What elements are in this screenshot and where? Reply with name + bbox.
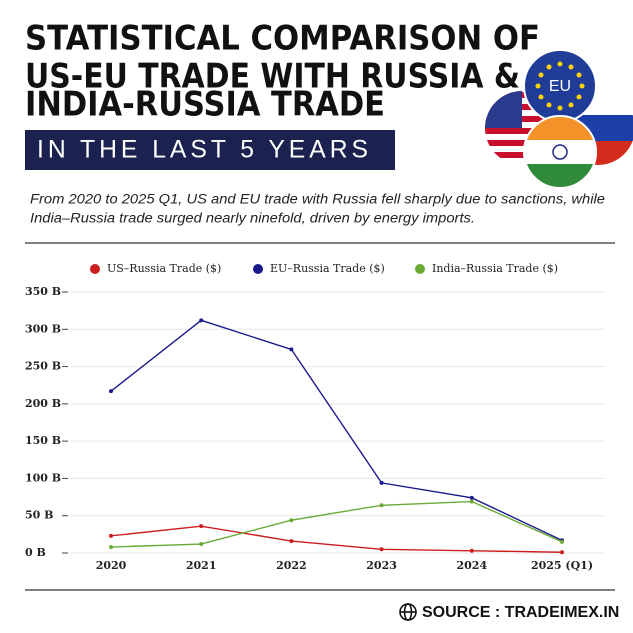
data-point (199, 524, 204, 529)
data-point (379, 480, 384, 485)
y-tick-label: 50 B (25, 509, 53, 522)
data-point (560, 550, 564, 555)
subtitle-box (25, 130, 395, 170)
globe-icon (399, 603, 417, 621)
source: SOURCE : TRADEIMEX.IN (422, 604, 619, 621)
data-line (110, 319, 563, 541)
eu-label: EU (549, 78, 571, 95)
y-tick-label: 300 B (25, 322, 61, 335)
description: India–Russia trade surged nearly ninefol… (30, 211, 475, 226)
legend-label: US–Russia Trade ($) (107, 262, 221, 275)
data-point (560, 539, 564, 544)
data-point (109, 545, 113, 550)
data-point (469, 495, 474, 500)
data-point (379, 503, 384, 508)
legend-marker (415, 264, 425, 274)
legend-marker (253, 264, 263, 274)
data-line (110, 525, 563, 553)
y-tick-label: 200 B (25, 397, 61, 410)
data-point (469, 548, 474, 553)
x-tick-label: 2021 (186, 559, 217, 572)
x-tick-label: 2025 (Q1) (531, 559, 593, 572)
y-tick-label: 0 B (25, 546, 46, 559)
data-point (289, 539, 294, 544)
x-tick-label: 2022 (276, 559, 307, 572)
x-tick-label: 2023 (366, 559, 397, 572)
title-line: STATISTICAL COMPARISON OF (25, 19, 540, 59)
data-point (289, 347, 294, 352)
legend-marker (90, 264, 100, 274)
data-point (379, 547, 384, 552)
legend-label: EU–Russia Trade ($) (270, 262, 385, 275)
data-line (110, 500, 563, 548)
description: From 2020 to 2025 Q1, US and EU trade wi… (30, 192, 605, 207)
data-point (469, 499, 474, 504)
y-tick-label: 250 B (25, 360, 61, 373)
plot: 0 B 50 B 100 B 150 B 200 B 250 B 300 B 350 B 202… (25, 262, 605, 572)
x-tick-label: 2024 (456, 559, 487, 572)
x-tick-label: 2020 (96, 559, 127, 572)
data-point (199, 542, 204, 547)
y-tick-label: 350 B (25, 285, 61, 298)
data-point (289, 518, 294, 523)
title-line: INDIA-RUSSIA TRADE (25, 85, 385, 125)
legend-label: India–Russia Trade ($) (432, 262, 558, 275)
data-point (109, 533, 113, 538)
y-tick-label: 100 B (25, 471, 61, 484)
data-point (109, 389, 113, 394)
subtitle: IN THE LAST 5 YEARS (37, 136, 372, 164)
title-line: US-EU TRADE WITH RUSSIA & (25, 57, 520, 97)
y-tick-label: 150 B (25, 434, 61, 447)
data-point (199, 318, 204, 323)
